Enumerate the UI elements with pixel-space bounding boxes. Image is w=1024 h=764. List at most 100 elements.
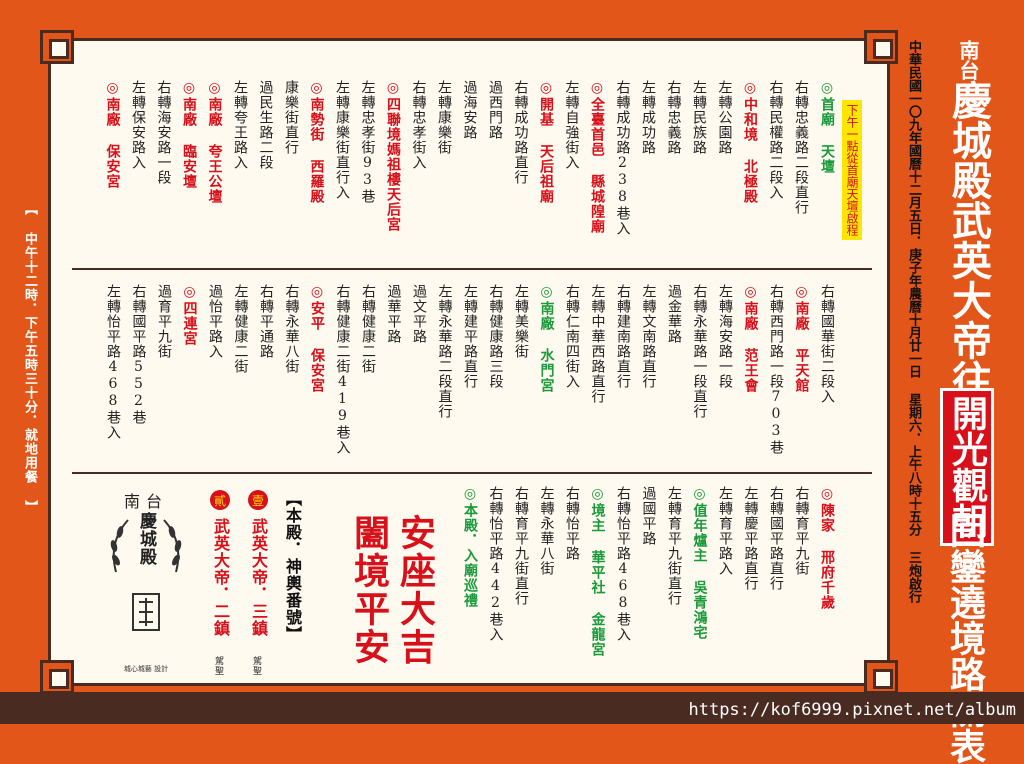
corner-ornament xyxy=(864,660,898,694)
route-temple: ◎安平 保安宮 xyxy=(309,284,325,393)
logo-name: 慶城殿 xyxy=(136,512,156,566)
afternoon-note: 下午一點從首廟天壇啟程 xyxy=(842,100,862,240)
laurel-icon xyxy=(110,519,182,573)
route-temple: ◎四聯境媽祖樓天后宮 xyxy=(385,80,401,232)
route-paper xyxy=(48,38,890,686)
route-step: 左轉慶平路直行 xyxy=(742,486,759,591)
route-step: 右轉忠孝街入 xyxy=(410,80,427,170)
route-step: 康樂街直行 xyxy=(283,80,299,155)
route-temple: ◎四連宮 xyxy=(181,284,198,346)
route-step: 右轉平通路 xyxy=(258,284,274,359)
title-prefix: 南台 xyxy=(956,40,980,80)
route-step: 右轉建南路直行 xyxy=(615,284,631,389)
blessing-line-1: 安座大吉 xyxy=(394,514,436,666)
route-step: 右轉民權路二段入 xyxy=(767,80,784,200)
route-temple: ◎南廠 保安宮 xyxy=(104,80,121,189)
route-step: 右轉成功路238巷入 xyxy=(614,80,631,236)
route-step: 左轉民族路 xyxy=(691,80,707,155)
route-step: 右轉仁南四街入 xyxy=(564,284,580,389)
route-step: 右轉健康路三段 xyxy=(487,284,504,389)
route-step: 左轉建平路直行 xyxy=(462,284,478,389)
deity-seat-2: 武英大帝．二鎮 xyxy=(210,518,230,637)
route-step: 右轉西門路一段703巷 xyxy=(768,284,784,455)
route-step: 右轉永華八街 xyxy=(283,284,300,374)
route-step: 右轉忠義路二段直行 xyxy=(793,80,809,215)
route-step: 左轉公園路 xyxy=(716,80,733,155)
route-step: 左轉育平路入 xyxy=(717,486,733,576)
route-step: 過華平路 xyxy=(385,284,402,344)
route-step: 過民生路二段 xyxy=(257,80,274,170)
route-step: 右轉怡平路442巷入 xyxy=(487,486,504,642)
route-temple: ◎首廟 天壇 xyxy=(819,80,835,174)
blessing-line-2: 闔境平安 xyxy=(348,514,390,666)
boxed-title: 開光觀朝 xyxy=(940,388,994,546)
route-temple: ◎本殿．入廟巡禮 xyxy=(462,486,478,608)
route-step: 左轉育平九街直行 xyxy=(666,486,682,606)
route-step: 右轉怡平路468巷入 xyxy=(615,486,631,642)
subtitle: 回鑾遶境路關表 xyxy=(944,512,986,764)
route-step: 左轉保安路入 xyxy=(130,80,146,170)
route-temple: ◎南廠 平天館 xyxy=(793,284,810,393)
deity-seat-2-sub: 駕聖 xyxy=(213,656,223,676)
temple-logo: 南台 慶城殿 城心城藝 設計 xyxy=(106,488,186,678)
corner-ornament xyxy=(40,30,74,64)
corner-ornament xyxy=(40,660,74,694)
route-temple: ◎南廠 范王會 xyxy=(742,284,759,393)
route-temple: ◎南廠 臨安壇 xyxy=(181,80,197,189)
route-step: 左轉健康二街 xyxy=(232,284,249,374)
route-temple: ◎南廠 水門宮 xyxy=(538,284,555,393)
corner-ornament xyxy=(864,30,898,64)
route-step: 右轉健康二街419巷入 xyxy=(334,284,351,455)
logo-top: 南台 xyxy=(123,492,168,511)
route-step: 左轉康樂街直行入 xyxy=(334,80,350,200)
route-step: 右轉育平九街直行 xyxy=(513,486,529,606)
route-step: 右轉海安路一段 xyxy=(155,80,172,185)
section-divider xyxy=(72,472,872,474)
route-step: 左轉海安路一段 xyxy=(717,284,733,389)
route-temple: ◎南勢街 西羅殿 xyxy=(308,80,325,204)
lunch-note: 【 中午十二時．下午五時三十分．就地用餐 】 xyxy=(22,202,37,514)
route-step: 右轉成功路直行 xyxy=(512,80,529,185)
route-step: 右轉國平路552巷 xyxy=(130,284,147,425)
watermark: https://kof6999.pixnet.net/album xyxy=(688,700,1016,720)
route-temple: ◎境主 華平社 金龍宮 xyxy=(589,486,606,657)
route-step: 右轉國華街二段入 xyxy=(819,284,835,404)
seal-icon xyxy=(132,593,160,631)
route-step: 右轉怡平路 xyxy=(564,486,580,561)
route-temple: ◎中和境 北極殿 xyxy=(742,80,758,204)
route-step: 過育平九街 xyxy=(156,284,172,359)
date-line: 中華民國一〇九年國曆十二月五日．庚子年農曆十月廿一日 星期六．上午八時十五分 三… xyxy=(906,40,921,603)
logo-credit: 城心城藝 設計 xyxy=(123,665,169,673)
route-step: 過西門路 xyxy=(487,80,503,140)
deity-seat-1-sub: 駕聖 xyxy=(251,656,261,676)
route-step: 左轉中華西路直行 xyxy=(589,284,606,404)
route-step: 過怡平路入 xyxy=(207,284,223,359)
route-step: 左轉忠孝街93巷 xyxy=(359,80,376,204)
route-step: 右轉國平路直行 xyxy=(768,486,784,591)
route-step: 左轉永華八街 xyxy=(538,486,555,576)
route-temple: ◎開基 天后祖廟 xyxy=(538,80,554,204)
route-temple: ◎南廠 夸王公壇 xyxy=(206,80,223,204)
deity-seat-1-label: 武英大帝．三鎮 xyxy=(249,518,268,637)
route-step: 過文平路 xyxy=(411,284,427,344)
deity-seat-2-label: 武英大帝．二鎮 xyxy=(211,518,230,637)
deity-header: 【本殿．神輿番號】 xyxy=(283,490,302,643)
section-divider xyxy=(72,268,872,270)
route-step: 右轉健康二街 xyxy=(360,284,376,374)
route-step: 過海安路 xyxy=(461,80,478,140)
route-step: 過金華路 xyxy=(666,284,682,344)
deity-seat-1: 武英大帝．三鎮 xyxy=(248,518,268,637)
route-step: 左轉夸王路入 xyxy=(232,80,248,170)
route-step: 左轉康樂街 xyxy=(436,80,452,155)
title-main: 慶城殿武英大帝往 xyxy=(945,80,992,400)
route-temple: ◎陳家 邢府千歲 xyxy=(819,486,835,610)
route-step: 右轉忠義路 xyxy=(665,80,682,155)
route-step: 過國平路 xyxy=(640,486,657,546)
route-step: 左轉自強街入 xyxy=(563,80,580,170)
route-step: 左轉美樂街 xyxy=(513,284,529,359)
route-step: 左轉永華路二段直行 xyxy=(436,284,453,419)
route-step: 左轉文南路直行 xyxy=(640,284,657,389)
seat-stamp-1: 壹 xyxy=(248,490,268,510)
route-step: 左轉成功路 xyxy=(640,80,656,155)
route-step: 右轉育平九街 xyxy=(793,486,810,576)
